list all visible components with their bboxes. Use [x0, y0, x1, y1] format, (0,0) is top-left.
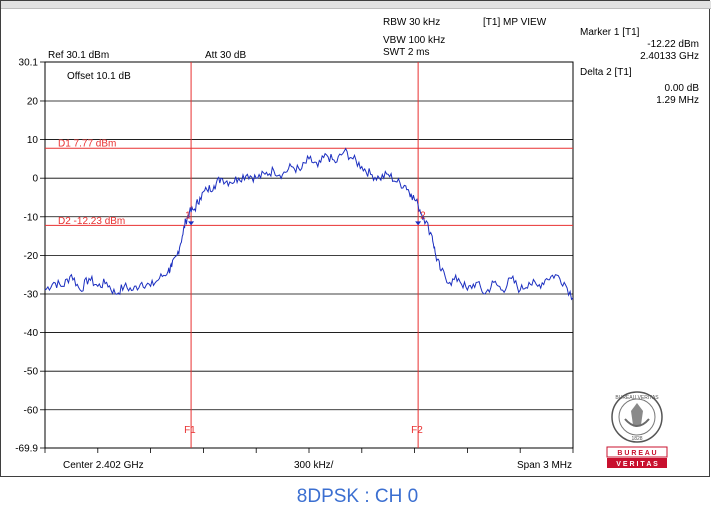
vbw-text: VBW 100 kHz	[383, 35, 446, 46]
display-line-label: D2 -12.23 dBm	[58, 216, 125, 227]
ref-level-text: Ref 30.1 dBm	[48, 50, 110, 61]
y-tick-label: -50	[24, 367, 39, 378]
marker-label: 1	[185, 210, 191, 221]
top-band	[1, 1, 711, 9]
y-tick-label: -69.9	[15, 444, 38, 455]
spectrum-trace	[44, 147, 574, 301]
frequency-line-label: F1	[184, 425, 196, 436]
span-per-div-text: 300 kHz/	[294, 460, 334, 471]
marker1-level: -12.22 dBm	[647, 39, 699, 50]
x-tick-layer	[44, 448, 574, 453]
grid-layer	[44, 61, 574, 449]
frequency-line-label: F2	[411, 425, 423, 436]
y-tick-label: 20	[27, 96, 39, 107]
logo-banner-bottom-text: V E R I T A S	[616, 461, 658, 468]
analyzer-screen: 30.1 20 10 0 -10 -20 -30 -40 -50 -60 -69.9 D1 7.77…	[0, 0, 711, 477]
frequency-line-layer: F1 F2	[184, 62, 423, 448]
offset-text: Offset 10.1 dB	[67, 71, 131, 82]
logo-ring-text: BUREAU VERITAS	[615, 395, 659, 401]
delta2-freq: 1.29 MHz	[656, 95, 699, 106]
logo-wave-icon	[624, 418, 650, 427]
marker-label: 2	[420, 210, 426, 221]
logo-banner-bottom	[607, 458, 667, 468]
swt-text: SWT 2 ms	[383, 47, 430, 58]
delta2-level: 0.00 dB	[664, 83, 699, 94]
delta2-label: Delta 2 [T1]	[580, 67, 632, 78]
marker-symbol	[188, 221, 195, 226]
logo-figure-icon	[631, 403, 643, 425]
y-tick-label: -60	[24, 405, 39, 416]
display-line-label: D1 7.77 dBm	[58, 139, 116, 150]
attenuation-text: Att 30 dB	[205, 50, 247, 61]
y-tick-layer: 30.1 20 10 0 -10 -20 -30 -40 -50 -60 -69.9	[15, 58, 45, 455]
y-tick-label: 30.1	[19, 58, 39, 69]
spectrum-plot: 30.1 20 10 0 -10 -20 -30 -40 -50 -60 -69.9 D1 7.77…	[15, 58, 574, 455]
chart-caption: 8DPSK : CH 0	[296, 486, 419, 507]
y-tick-label: -30	[24, 289, 39, 300]
trace-layer	[44, 147, 574, 301]
span-text: Span 3 MHz	[517, 460, 573, 471]
center-freq-text: Center 2.402 GHz	[63, 460, 144, 471]
bureau-veritas-logo: BUREAU VERITAS 1828 B U R E A U V E R I …	[606, 391, 668, 468]
rbw-text: RBW 30 kHz	[383, 17, 441, 28]
marker1-freq: 2.40133 GHz	[640, 51, 699, 62]
y-tick-label: 10	[27, 135, 39, 146]
y-tick-label: 0	[32, 174, 38, 185]
y-tick-label: -20	[24, 251, 39, 262]
display-line-layer: D1 7.77 dBm D2 -12.23 dBm	[45, 139, 573, 227]
logo-banner-top	[606, 446, 668, 458]
logo-year-text: 1828	[631, 436, 642, 442]
view-text: [T1] MP VIEW	[483, 17, 547, 28]
logo-banner-top-text: B U R E A U	[617, 450, 656, 457]
y-tick-label: -10	[24, 212, 39, 223]
marker-symbol	[415, 221, 422, 226]
marker1-label: Marker 1 [T1]	[580, 27, 640, 38]
y-tick-label: -40	[24, 328, 39, 339]
